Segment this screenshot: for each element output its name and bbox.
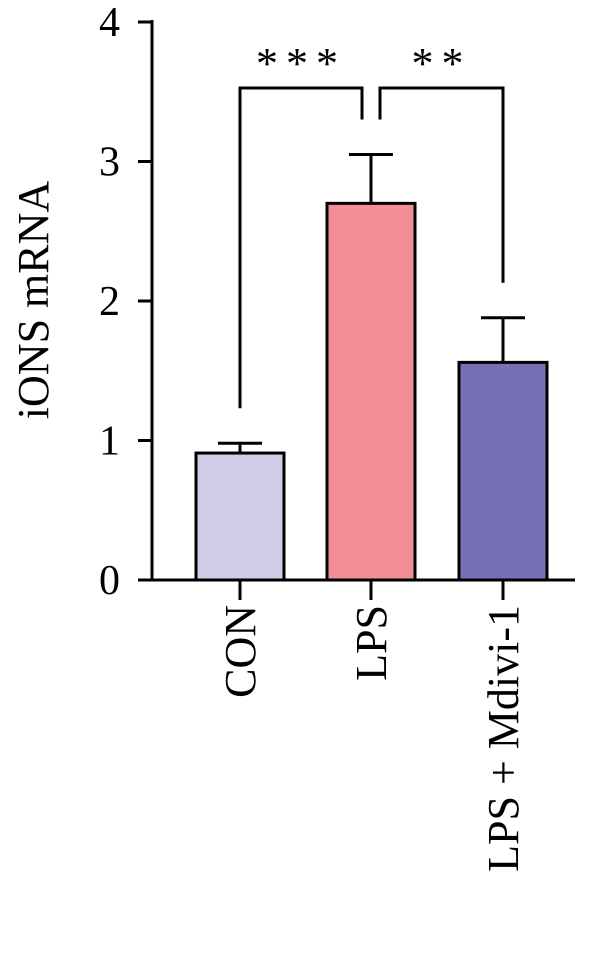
y-tick-label: 3 [99, 140, 120, 186]
significance-bracket [378, 86, 505, 283]
x-tick-label: CON [216, 605, 265, 698]
significance-label: ** [412, 39, 472, 88]
significance-bracket [238, 86, 364, 409]
significance-label: *** [256, 39, 346, 88]
x-tick-label: LPS + Mdivi-1 [479, 605, 528, 872]
y-axis-label: iONS mRNA [9, 181, 58, 420]
x-tick-label: LPS [347, 605, 396, 681]
y-tick-label: 4 [99, 0, 120, 46]
y-tick-label: 0 [99, 558, 120, 604]
bar [194, 451, 286, 582]
y-tick-label: 2 [99, 279, 120, 325]
bar [325, 201, 417, 582]
y-tick-label: 1 [99, 419, 120, 465]
bar [457, 360, 549, 582]
